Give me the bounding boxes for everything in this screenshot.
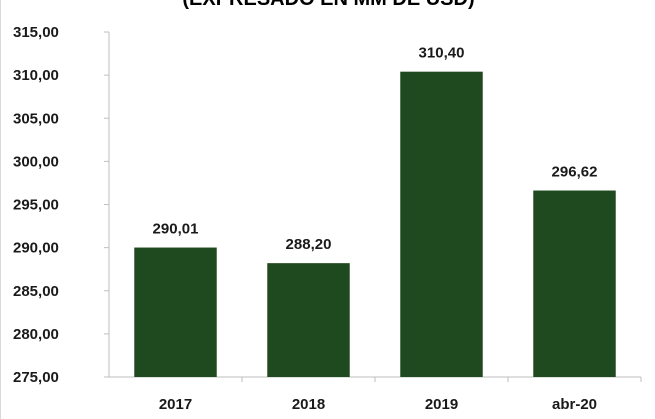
y-tick-label: 300,00 — [13, 153, 59, 170]
chart-title: (EXPRESADO EN MM DE USD) — [1, 0, 655, 11]
bar — [533, 190, 616, 377]
bar — [134, 247, 217, 377]
bar-data-label: 310,40 — [419, 45, 465, 62]
y-tick-label: 285,00 — [13, 283, 59, 300]
y-tick-label: 310,00 — [13, 67, 59, 84]
y-tick-label: 280,00 — [13, 326, 59, 343]
bar — [400, 71, 483, 378]
x-category-label: 2017 — [159, 396, 192, 413]
bar — [267, 263, 350, 377]
y-tick-label: 275,00 — [13, 369, 59, 386]
bar-data-label: 288,20 — [286, 236, 332, 253]
bar-data-label: 296,62 — [552, 164, 598, 181]
y-tick-label: 290,00 — [13, 240, 59, 257]
y-tick-label: 315,00 — [13, 24, 59, 41]
bar-data-label: 290,01 — [153, 221, 199, 238]
x-category-label: abr-20 — [552, 396, 597, 413]
x-category-label: 2018 — [292, 396, 325, 413]
y-tick-label: 305,00 — [13, 110, 59, 127]
y-tick-label: 295,00 — [13, 197, 59, 214]
x-category-label: 2019 — [425, 396, 458, 413]
